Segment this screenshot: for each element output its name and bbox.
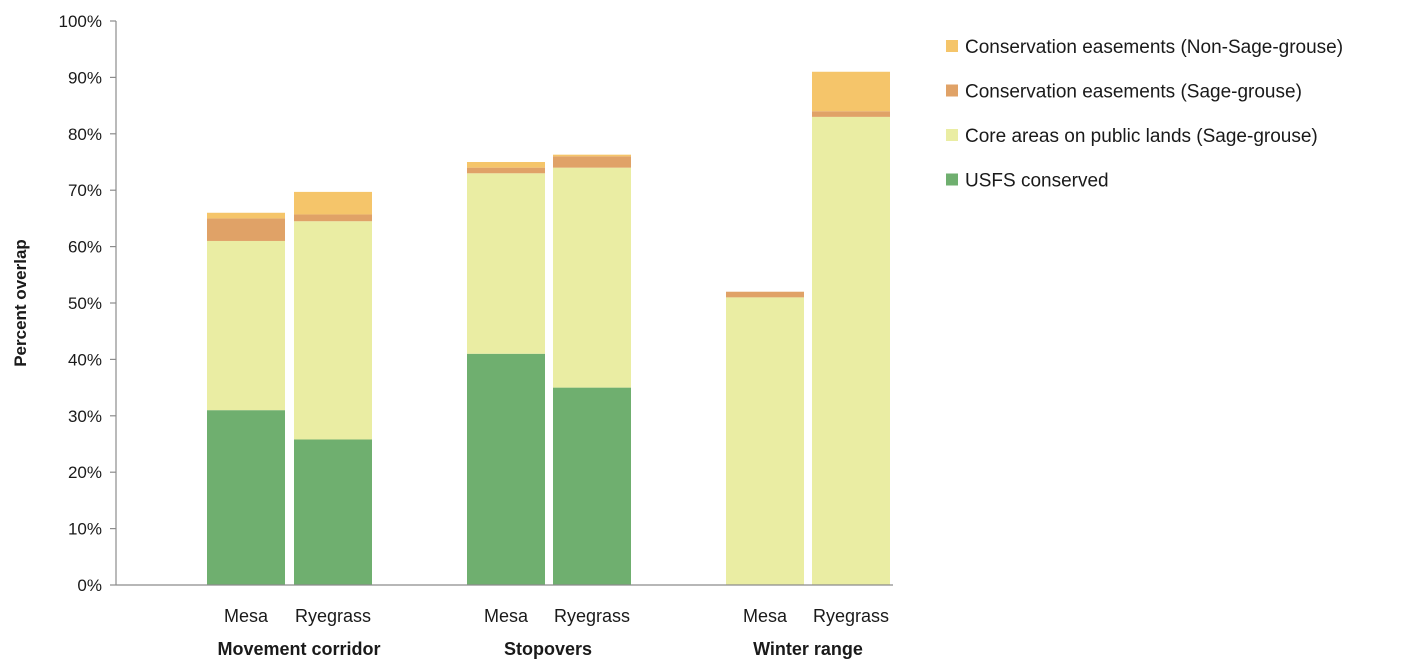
bar-segment-core-areas-on-public-lands-sage-grouse [553,167,631,388]
y-tick-label: 10% [68,520,102,539]
legend-label: Conservation easements (Non-Sage-grouse) [965,37,1343,58]
legend-label: Core areas on public lands (Sage-grouse) [965,126,1318,147]
x-category-label: Mesa [484,606,529,626]
bar-segment-core-areas-on-public-lands-sage-grouse [207,240,285,411]
bar-segment-conservation-easements-non-sage-grouse [812,71,890,112]
x-category-label: Ryegrass [295,606,371,626]
x-axis: Mesa Ryegrass Movement corridor Mesa Ryegras… [116,584,893,659]
bar-segment-usfs-conserved [467,353,545,585]
y-tick-label: 30% [68,407,102,426]
bar-segment-conservation-easements-sage-grouse [812,111,890,117]
x-group-label: Movement corridor [217,639,380,659]
legend-label: Conservation easements (Sage-grouse) [965,82,1302,103]
bar-segment-conservation-easements-non-sage-grouse [294,191,372,215]
legend: Conservation easements (Non-Sage-grouse)… [946,37,1343,192]
x-group-label: Stopovers [504,639,592,659]
bar-segment-core-areas-on-public-lands-sage-grouse [467,173,545,354]
legend-swatch [946,129,958,141]
y-tick-label: 90% [68,68,102,87]
bars [207,71,890,585]
x-category-label: Mesa [224,606,269,626]
y-axis-title: Percent overlap [11,239,30,367]
bar-segment-core-areas-on-public-lands-sage-grouse [812,116,890,585]
bar-segment-conservation-easements-sage-grouse [207,218,285,241]
y-tick-label: 20% [68,463,102,482]
y-axis: 0% 10% 20% 30% 40% 50% 60% 70% 80% 90% 100% [59,12,117,595]
y-tick-label: 70% [68,181,102,200]
bar-segment-conservation-easements-non-sage-grouse [553,154,631,157]
bar-segment-conservation-easements-sage-grouse [467,167,545,174]
legend-label: USFS conserved [965,171,1109,192]
bar-segment-conservation-easements-sage-grouse [726,291,804,298]
y-tick-label: 50% [68,294,102,313]
y-tick-label: 60% [68,238,102,257]
x-category-label: Ryegrass [813,606,889,626]
bar-segment-conservation-easements-non-sage-grouse [207,212,285,219]
bar-segment-usfs-conserved [207,410,285,585]
legend-swatch [946,84,958,97]
bar-segment-conservation-easements-sage-grouse [553,156,631,168]
bar-segment-core-areas-on-public-lands-sage-grouse [294,221,372,440]
y-tick-label: 40% [68,350,102,369]
y-tick-label: 80% [68,125,102,144]
y-tick-label: 0% [77,576,102,595]
bar-segment-core-areas-on-public-lands-sage-grouse [726,297,804,585]
bar-segment-usfs-conserved [294,439,372,585]
legend-swatch [946,173,958,186]
bar-segment-conservation-easements-sage-grouse [294,214,372,222]
x-category-label: Ryegrass [554,606,630,626]
bar-segment-usfs-conserved [553,387,631,585]
bar-segment-conservation-easements-non-sage-grouse [467,162,545,168]
x-group-label: Winter range [753,639,863,659]
legend-swatch [946,40,958,52]
y-tick-label: 100% [59,12,102,31]
x-category-label: Mesa [743,606,788,626]
